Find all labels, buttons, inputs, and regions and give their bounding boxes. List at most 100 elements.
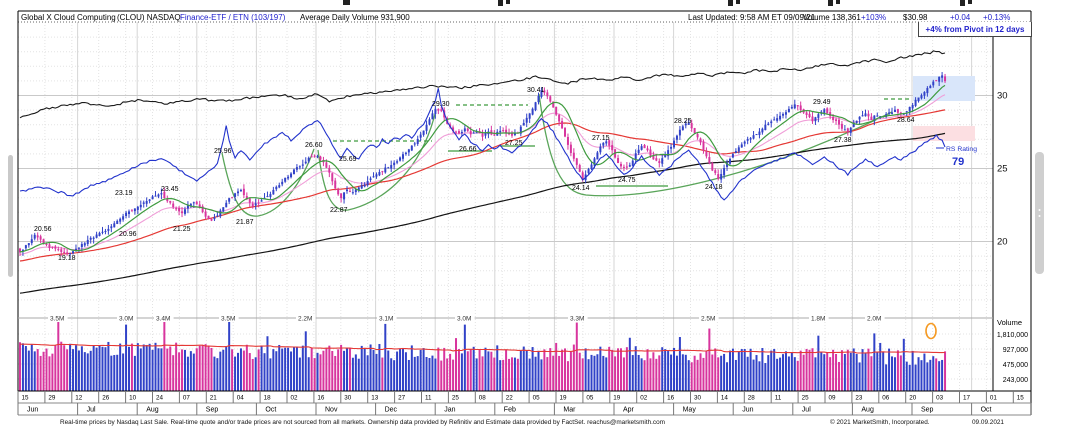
svg-text:29: 29 [48,395,56,402]
svg-text:13: 13 [371,395,379,402]
svg-text:927,000: 927,000 [1003,347,1028,354]
price-axis: 30 25 20 [997,91,1008,248]
svg-text:20.56: 20.56 [34,226,52,233]
svg-text:23.45: 23.45 [161,186,179,193]
svg-text:243,000: 243,000 [1003,377,1028,384]
svg-text:Oct: Oct [981,407,992,414]
volume-bars [19,321,947,391]
svg-text:Aug: Aug [146,407,159,414]
svg-text:28: 28 [748,395,756,402]
svg-text:08: 08 [479,395,487,402]
svg-text:06: 06 [882,395,890,402]
index-overlay-line [19,50,946,119]
svg-text:1,810,000: 1,810,000 [997,332,1028,339]
svg-text:27.15: 27.15 [592,135,610,142]
svg-text:30: 30 [694,395,702,402]
svg-text:Apr: Apr [623,407,635,414]
svg-text:27: 27 [398,395,406,402]
svg-text:19.18: 19.18 [58,255,76,262]
svg-text:16: 16 [667,395,675,402]
toolbar-icon-fragment [968,0,972,4]
rs-rating-label: RS Rating 79 [936,146,977,168]
svg-text:21.25: 21.25 [173,226,191,233]
current-price: $30.98 [903,13,928,22]
svg-text:3.0M: 3.0M [457,316,471,323]
svg-text:27.38: 27.38 [834,137,852,144]
svg-text:01: 01 [990,395,998,402]
svg-text:Jun: Jun [742,407,753,414]
svg-text:Aug: Aug [861,407,874,414]
svg-text:23: 23 [855,395,863,402]
svg-text:May: May [683,407,697,414]
svg-text:3.5M: 3.5M [221,316,235,323]
volume-pct-change: +103% [861,13,887,22]
svg-text:03: 03 [936,395,944,402]
svg-text:Feb: Feb [504,407,516,414]
svg-text:475,000: 475,000 [1003,362,1028,369]
pivot-status-text: +4% from Pivot in 12 days [925,24,1025,34]
left-scrollbar[interactable] [8,155,13,277]
copyright: © 2021 MarketSmith, Incorporated. [830,419,930,426]
svg-text:17: 17 [963,395,971,402]
alert-marker-icon [925,322,937,340]
right-scrollbar[interactable] [1035,152,1044,274]
chart-header: Global X Cloud Computing (CLOU) NASDAQ F… [0,13,1080,23]
svg-text:02: 02 [640,395,648,402]
price-change-pct: +0.13% [983,13,1011,22]
svg-text:21: 21 [210,395,218,402]
data-disclaimer: Real-time prices by Nasdaq Last Sale. Re… [60,419,665,426]
svg-text:05: 05 [586,395,594,402]
svg-text:26.60: 26.60 [305,142,323,149]
svg-text:25.69: 25.69 [339,156,357,163]
toolbar-icon-fragment [736,0,740,4]
svg-text:15: 15 [22,395,30,402]
price-annotations: 20.56 19.18 23.19 20.96 23.45 21.25 25.96 21.87… [34,87,915,262]
date-axis: 15 29 12 26 10 24 07 21 04 18 02 16 30 13 27 11 25 08 22 05… [17,391,1032,415]
svg-text:20.96: 20.96 [119,231,137,238]
svg-text:25: 25 [452,395,460,402]
svg-text:30: 30 [344,395,352,402]
svg-text:22: 22 [506,395,514,402]
svg-text:2.2M: 2.2M [298,316,312,323]
svg-text:28.25: 28.25 [674,118,692,125]
svg-text:26: 26 [102,395,110,402]
svg-text:3.3M: 3.3M [570,316,584,323]
svg-text:09: 09 [829,395,837,402]
svg-text:Volume: Volume [997,318,1022,327]
svg-text:19: 19 [560,395,568,402]
avg-daily-volume: Average Daily Volume 931,900 [300,13,410,22]
svg-text:20: 20 [909,395,917,402]
session-volume: Volume 138,361 [803,13,861,22]
svg-text:3.4M: 3.4M [156,316,170,323]
svg-text:28.64: 28.64 [897,117,915,124]
svg-text:79: 79 [952,156,964,168]
toolbar-icon-fragment [960,0,965,6]
svg-text:29.30: 29.30 [432,101,450,108]
instrument-name: Global X Cloud Computing [21,13,116,22]
svg-text:14: 14 [721,395,729,402]
volume-average-line [20,343,946,354]
svg-text:30.41: 30.41 [527,87,545,94]
svg-text:02: 02 [291,395,299,402]
svg-text:20: 20 [997,237,1008,248]
svg-text:Mar: Mar [563,407,576,414]
svg-text:Jun: Jun [27,407,38,414]
svg-text:30: 30 [997,91,1008,102]
svg-text:11: 11 [775,395,782,402]
ma10-line [19,84,946,253]
svg-text:3.5M: 3.5M [50,316,64,323]
svg-text:Dec: Dec [385,407,398,414]
svg-text:24.18: 24.18 [705,184,723,191]
svg-text:RS Rating: RS Rating [946,146,977,153]
svg-text:Oct: Oct [265,407,276,414]
toolbar-icon-fragment [506,0,510,4]
svg-text:25: 25 [802,395,810,402]
svg-text:2.0M: 2.0M [867,316,881,323]
industry-group-link[interactable]: Finance-ETF / ETN (103/197) [180,13,286,22]
svg-text:10: 10 [129,395,137,402]
svg-text:Jan: Jan [444,407,455,414]
svg-text:Nov: Nov [325,407,338,414]
pivot-status-box: +4% from Pivot in 12 days [918,22,1032,37]
